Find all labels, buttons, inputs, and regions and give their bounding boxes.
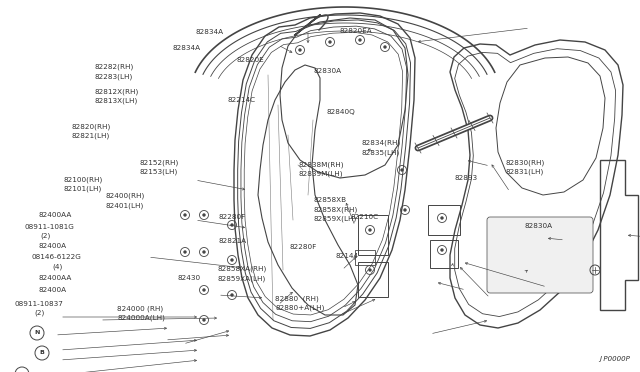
Circle shape: [401, 169, 403, 171]
Circle shape: [384, 46, 386, 48]
Text: 82400A: 82400A: [38, 243, 67, 248]
Text: 82214C: 82214C: [227, 97, 255, 103]
Text: 82280F: 82280F: [289, 244, 317, 250]
Text: 82838M(RH): 82838M(RH): [298, 161, 344, 168]
Text: 82830A: 82830A: [525, 223, 553, 229]
Text: 82840Q: 82840Q: [326, 109, 355, 115]
Circle shape: [184, 214, 186, 216]
Text: 82282(RH): 82282(RH): [95, 64, 134, 70]
Text: 82400(RH): 82400(RH): [106, 193, 145, 199]
Text: 82893: 82893: [454, 175, 477, 181]
Circle shape: [203, 289, 205, 291]
Text: 824000 (RH): 824000 (RH): [117, 305, 163, 312]
Bar: [355, 250, 375, 265]
Text: 82834(RH): 82834(RH): [362, 140, 401, 147]
Circle shape: [203, 319, 205, 321]
Text: 08146-6122G: 08146-6122G: [32, 254, 82, 260]
Circle shape: [369, 269, 371, 271]
Text: 82101(LH): 82101(LH): [64, 185, 102, 192]
Text: 82821(LH): 82821(LH): [72, 132, 110, 139]
Bar: [430, 240, 458, 268]
Text: 82859XA(LH): 82859XA(LH): [218, 275, 266, 282]
Circle shape: [359, 39, 361, 41]
Text: 82859X(LH): 82859X(LH): [314, 215, 357, 222]
Text: 82400A: 82400A: [38, 287, 67, 293]
Text: 82210C: 82210C: [350, 214, 378, 219]
Text: 82152(RH): 82152(RH): [140, 160, 179, 166]
Bar: [428, 205, 460, 235]
Text: (2): (2): [34, 310, 44, 317]
Text: 82812X(RH): 82812X(RH): [95, 89, 139, 95]
Bar: [358, 262, 388, 297]
Text: 82820E: 82820E: [237, 57, 264, 62]
Circle shape: [404, 209, 406, 211]
Circle shape: [184, 251, 186, 253]
Text: 82880  (RH): 82880 (RH): [275, 295, 319, 302]
Text: 82153(LH): 82153(LH): [140, 169, 178, 176]
Text: 82834A: 82834A: [173, 45, 201, 51]
Circle shape: [231, 259, 233, 261]
Text: 82400AA: 82400AA: [38, 212, 72, 218]
Text: 82834A: 82834A: [195, 29, 223, 35]
Text: (4): (4): [52, 263, 63, 270]
Bar: [358, 215, 388, 255]
Text: 82830A: 82830A: [314, 68, 342, 74]
Text: 82283(LH): 82283(LH): [95, 73, 133, 80]
Circle shape: [441, 249, 443, 251]
Text: 82821A: 82821A: [219, 238, 247, 244]
FancyBboxPatch shape: [487, 217, 593, 293]
Circle shape: [369, 229, 371, 231]
Circle shape: [231, 224, 233, 226]
Text: 08911-10837: 08911-10837: [14, 301, 63, 307]
Text: 08911-1081G: 08911-1081G: [24, 224, 74, 230]
Text: 82839M(LH): 82839M(LH): [298, 170, 343, 177]
Text: (2): (2): [40, 232, 51, 239]
Circle shape: [329, 41, 331, 43]
Text: 82858XA(RH): 82858XA(RH): [218, 266, 267, 272]
Text: J P0000P: J P0000P: [599, 356, 630, 362]
Text: 82858X(RH): 82858X(RH): [314, 206, 358, 213]
Text: 82835(LH): 82835(LH): [362, 149, 400, 156]
Text: 82813X(LH): 82813X(LH): [95, 98, 138, 105]
Text: 82280F: 82280F: [219, 214, 246, 219]
Text: 82858XB: 82858XB: [314, 197, 347, 203]
Text: 82430: 82430: [178, 275, 201, 281]
Text: 82831(LH): 82831(LH): [506, 169, 544, 176]
Text: 82820(RH): 82820(RH): [72, 123, 111, 130]
Text: N: N: [35, 330, 40, 336]
Text: 82830(RH): 82830(RH): [506, 160, 545, 166]
Text: 82100(RH): 82100(RH): [64, 176, 103, 183]
Circle shape: [441, 217, 443, 219]
Text: 82401(LH): 82401(LH): [106, 202, 144, 209]
Text: 824000A(LH): 824000A(LH): [117, 315, 165, 321]
Text: 82144: 82144: [335, 253, 358, 259]
Circle shape: [299, 49, 301, 51]
Circle shape: [203, 214, 205, 216]
Circle shape: [203, 251, 205, 253]
Circle shape: [231, 294, 233, 296]
Text: B: B: [40, 350, 44, 356]
Text: 82880+A(LH): 82880+A(LH): [275, 305, 324, 311]
Text: 82820EA: 82820EA: [339, 28, 372, 33]
Text: 82400AA: 82400AA: [38, 275, 72, 281]
